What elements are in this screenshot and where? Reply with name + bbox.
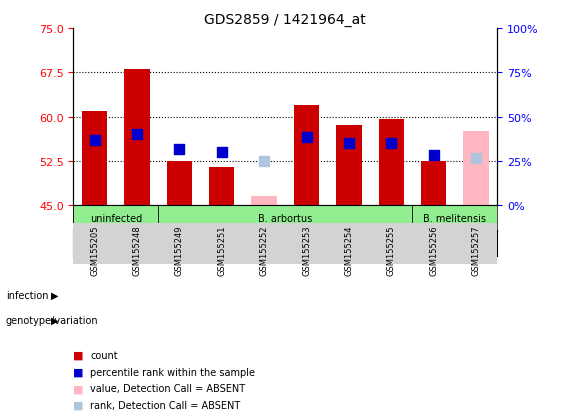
Point xyxy=(175,146,184,153)
Text: GSM155251: GSM155251 xyxy=(218,225,226,275)
FancyBboxPatch shape xyxy=(73,231,158,256)
Bar xyxy=(463,132,489,206)
Text: ■: ■ xyxy=(73,367,84,377)
Bar xyxy=(167,161,192,206)
Point xyxy=(259,158,269,165)
Text: GSM155254: GSM155254 xyxy=(345,225,353,275)
FancyBboxPatch shape xyxy=(412,206,497,231)
Bar xyxy=(251,197,277,206)
Text: infection: infection xyxy=(6,290,48,300)
FancyBboxPatch shape xyxy=(158,231,243,256)
FancyBboxPatch shape xyxy=(73,206,158,231)
Point xyxy=(132,132,141,138)
Bar xyxy=(294,105,319,206)
Text: value, Detection Call = ABSENT: value, Detection Call = ABSENT xyxy=(90,383,246,393)
Bar xyxy=(209,167,234,206)
Bar xyxy=(82,112,107,206)
Text: genotype/variation: genotype/variation xyxy=(6,315,98,325)
FancyBboxPatch shape xyxy=(412,231,497,256)
Text: B. arbortus: B. arbortus xyxy=(258,213,312,223)
Text: wild type: wild type xyxy=(179,238,223,249)
Point xyxy=(429,152,438,159)
Text: virB deletion: virB deletion xyxy=(339,238,401,249)
Text: GSM155256: GSM155256 xyxy=(429,225,438,275)
Text: rank, Detection Call = ABSENT: rank, Detection Call = ABSENT xyxy=(90,400,241,410)
Point xyxy=(302,135,311,141)
Text: GSM155205: GSM155205 xyxy=(90,225,99,275)
Title: GDS2859 / 1421964_at: GDS2859 / 1421964_at xyxy=(205,12,366,26)
Bar xyxy=(124,70,150,206)
Text: count: count xyxy=(90,350,118,360)
Text: percentile rank within the sample: percentile rank within the sample xyxy=(90,367,255,377)
Text: wild type: wild type xyxy=(433,238,477,249)
Point xyxy=(471,155,480,162)
Point xyxy=(344,140,354,147)
Text: GSM155248: GSM155248 xyxy=(133,225,141,275)
FancyBboxPatch shape xyxy=(328,231,412,256)
Bar xyxy=(379,120,404,206)
Text: GSM155253: GSM155253 xyxy=(302,225,311,275)
Bar xyxy=(336,126,362,206)
Text: control: control xyxy=(99,238,133,249)
Point xyxy=(90,138,99,144)
Text: GSM155252: GSM155252 xyxy=(260,225,268,275)
FancyBboxPatch shape xyxy=(158,206,412,231)
Text: GSM155257: GSM155257 xyxy=(472,225,480,275)
Text: ▶: ▶ xyxy=(51,290,58,300)
Text: GSM155249: GSM155249 xyxy=(175,225,184,275)
Bar xyxy=(421,161,446,206)
Text: uninfected: uninfected xyxy=(90,213,142,223)
Point xyxy=(386,140,396,147)
Text: ▶: ▶ xyxy=(51,315,58,325)
Text: GSM155255: GSM155255 xyxy=(387,225,396,275)
Text: ■: ■ xyxy=(73,350,84,360)
FancyBboxPatch shape xyxy=(243,231,328,256)
Text: ■: ■ xyxy=(73,400,84,410)
Point xyxy=(217,149,226,156)
Text: virB disruption: virB disruption xyxy=(250,238,321,249)
Text: B. melitensis: B. melitensis xyxy=(423,213,486,223)
Text: ■: ■ xyxy=(73,383,84,393)
